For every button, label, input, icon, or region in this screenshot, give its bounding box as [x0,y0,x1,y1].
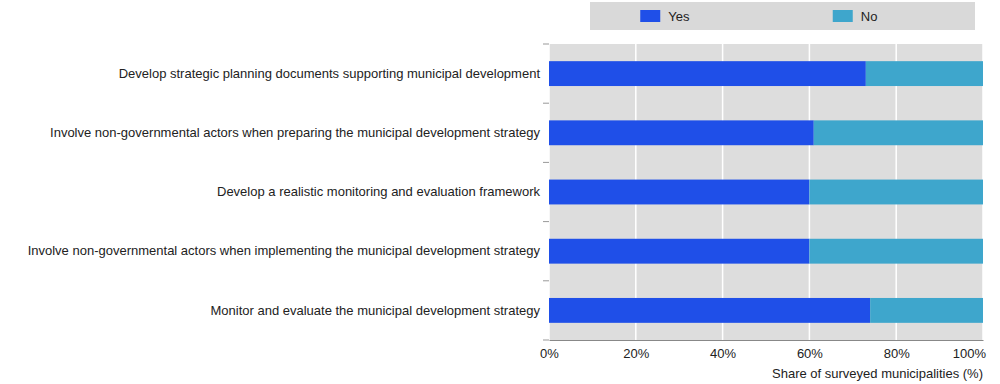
category-separator [543,103,549,104]
bars [549,61,983,323]
category-separator [543,221,549,222]
category-separator [543,280,549,281]
legend-item: No [833,9,878,24]
y-tick-label: Develop a realistic monitoring and evalu… [217,184,540,199]
legend-label: Yes [668,9,690,24]
x-axis: 0% 20% 40% 60% 80% 100% [540,340,986,361]
x-tick-label: 60% [797,346,823,361]
y-tick: Monitor and evaluate the municipal devel… [210,303,549,318]
x-tick-label: 80% [884,346,910,361]
y-tick-label: Involve non-governmental actors when imp… [28,243,541,258]
bar [809,180,983,205]
y-tick: Develop strategic planning documents sup… [119,66,549,81]
x-tick: 100% [953,340,987,361]
bar [549,180,809,205]
bar [814,120,983,145]
bar [549,298,870,323]
legend-label: No [861,9,878,24]
y-tick: Develop a realistic monitoring and evalu… [217,184,549,199]
x-axis-title: Share of surveyed municipalities (%) [772,366,983,381]
y-tick-label: Involve non-governmental actors when pre… [50,125,540,140]
y-tick: Involve non-governmental actors when imp… [28,243,549,258]
legend-swatch [640,10,660,22]
category-separator [543,340,549,341]
y-axis: Develop strategic planning documents sup… [28,66,549,318]
category-separator [543,162,549,163]
category-separators [543,44,549,340]
bar [866,61,983,86]
x-tick-label: 40% [710,346,736,361]
x-axis-line [550,340,984,341]
y-tick: Involve non-governmental actors when pre… [50,125,549,140]
legend: Yes No [590,2,975,30]
series-1 [809,61,983,323]
bar [549,120,814,145]
y-tick-label: Develop strategic planning documents sup… [119,66,541,81]
bar [549,239,809,264]
x-tick-label: 20% [623,346,649,361]
plot-background [549,44,983,340]
bar [549,61,866,86]
y-tick-label: Monitor and evaluate the municipal devel… [210,303,540,318]
plot: Develop strategic planning documents sup… [28,44,987,361]
grid [549,44,983,340]
legend-swatch [833,10,853,22]
x-tick: 60% [797,340,823,361]
x-tick-label: 0% [540,346,559,361]
category-separator [543,44,549,45]
legend-item: Yes [640,9,690,24]
x-tick-label: 100% [953,346,987,361]
x-tick: 0% [540,340,559,361]
x-tick: 20% [623,340,649,361]
x-tick: 40% [710,340,736,361]
bar [809,239,983,264]
bar [870,298,983,323]
x-tick: 80% [884,340,910,361]
legend-box [590,2,975,30]
